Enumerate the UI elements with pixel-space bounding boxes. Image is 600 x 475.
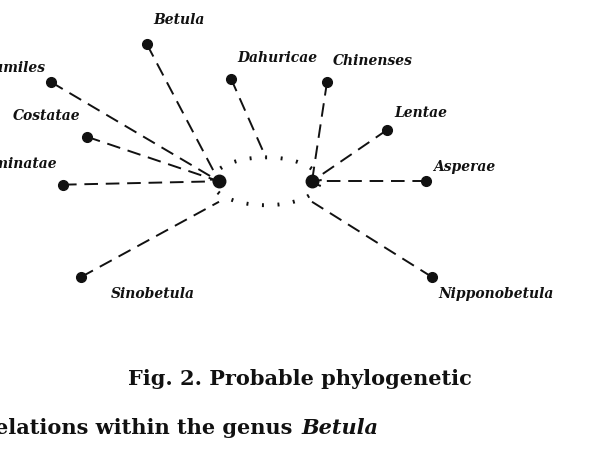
Text: Betula: Betula — [153, 13, 205, 28]
Text: Acuminatae: Acuminatae — [0, 157, 57, 171]
Text: Fig. 2. Probable phylogenetic: Fig. 2. Probable phylogenetic — [128, 369, 472, 389]
Text: Nipponobetula: Nipponobetula — [438, 287, 553, 301]
Text: Lentae: Lentae — [395, 106, 448, 120]
Text: Dahuricae: Dahuricae — [237, 51, 317, 65]
Text: Chinenses: Chinenses — [333, 55, 413, 68]
Text: Asperae: Asperae — [433, 161, 496, 174]
Text: Humiles: Humiles — [0, 61, 45, 75]
Text: relations within the genus: relations within the genus — [0, 418, 300, 438]
Text: Betula: Betula — [301, 418, 378, 438]
Text: Sinobetula: Sinobetula — [111, 287, 195, 301]
Text: Costatae: Costatae — [13, 109, 81, 123]
